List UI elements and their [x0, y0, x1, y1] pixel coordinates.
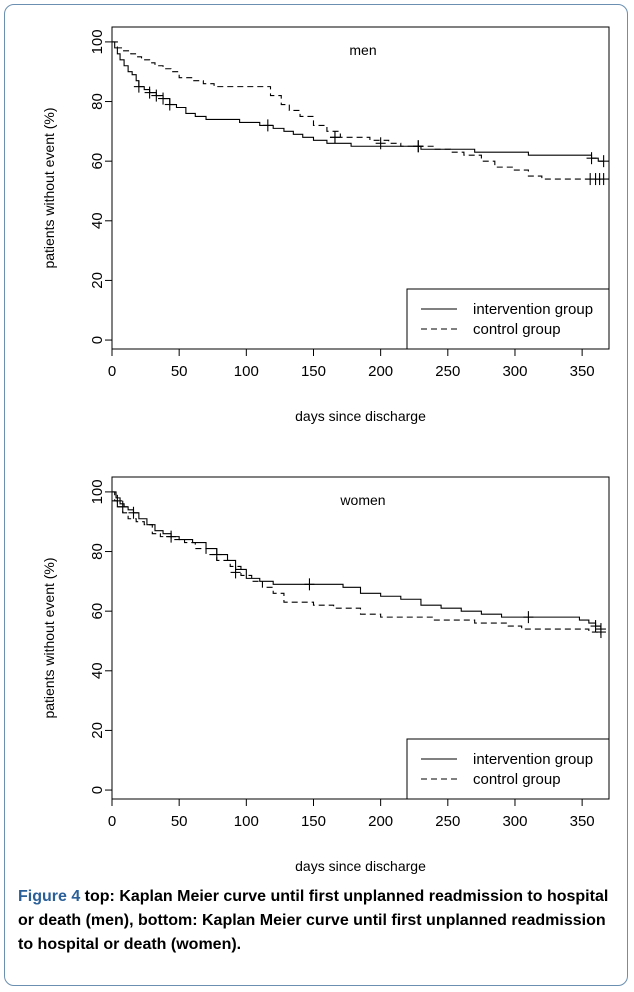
legend-label: control group: [473, 321, 561, 338]
legend-label: control group: [473, 771, 561, 788]
y-tick-label: 60: [89, 603, 106, 620]
chart-women: 0 50 100 150 200 250 300 350 0 20 40 60 80 100 days si…: [41, 476, 610, 874]
x-tick-label: 150: [301, 363, 326, 380]
chart-title: men: [349, 42, 376, 58]
y-tick-label: 80: [89, 543, 106, 560]
legend-label: intervention group: [473, 751, 593, 768]
plot-frame: [111, 26, 610, 350]
y-tick-label: 100: [89, 29, 106, 54]
y-tick-label: 20: [89, 272, 106, 289]
x-tick-label: 300: [502, 363, 527, 380]
y-tick-label: 100: [89, 479, 106, 504]
legend-box: [406, 288, 610, 350]
y-tick-label: 40: [89, 212, 106, 229]
figure-caption: Figure 4 top: Kaplan Meier curve until f…: [18, 885, 618, 957]
y-tick-label: 60: [89, 153, 106, 170]
x-axis-label: days since discharge: [295, 408, 426, 424]
x-axis-label: days since discharge: [295, 858, 426, 874]
x-tick-label: 0: [108, 363, 116, 380]
legend-label: intervention group: [473, 301, 593, 318]
x-tick-label: 0: [108, 813, 116, 830]
plot-frame: [111, 476, 610, 800]
series-line-control: [112, 491, 601, 633]
y-axis-label: patients without event (%): [41, 107, 57, 268]
x-tick-label: 150: [301, 813, 326, 830]
series-line-intervention: [112, 491, 602, 630]
x-tick-label: 250: [435, 813, 460, 830]
x-tick-label: 50: [171, 813, 188, 830]
x-tick-label: 300: [502, 813, 527, 830]
x-tick-label: 50: [171, 363, 188, 380]
chart-title: women: [339, 492, 385, 508]
y-tick-label: 0: [89, 786, 106, 794]
chart-men: 0 50 100 150 200 250 300 350 0 20 40 60 80 100 days si…: [41, 26, 610, 424]
series-line-intervention: [112, 41, 604, 162]
x-tick-label: 250: [435, 363, 460, 380]
caption-label: Figure 4: [18, 888, 81, 905]
x-tick-label: 350: [570, 813, 595, 830]
caption-text: top: Kaplan Meier curve until first unpl…: [18, 888, 609, 953]
y-tick-label: 20: [89, 722, 106, 739]
x-tick-label: 200: [368, 813, 393, 830]
x-tick-label: 100: [234, 813, 259, 830]
y-axis-label: patients without event (%): [41, 557, 57, 718]
x-tick-label: 200: [368, 363, 393, 380]
series-line-control: [112, 41, 604, 180]
y-tick-label: 0: [89, 336, 106, 344]
x-tick-label: 100: [234, 363, 259, 380]
y-tick-label: 40: [89, 662, 106, 679]
y-tick-label: 80: [89, 93, 106, 110]
legend-box: [406, 738, 610, 800]
x-tick-label: 350: [570, 363, 595, 380]
figure-frame: [4, 4, 628, 986]
